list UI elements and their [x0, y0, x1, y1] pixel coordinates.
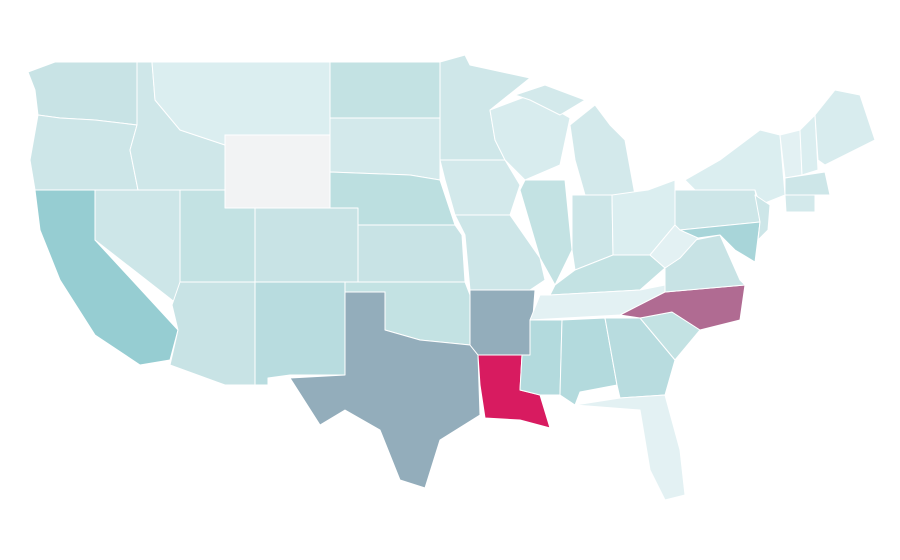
state-region [329, 61, 441, 119]
state-region [754, 194, 771, 241]
state-region [569, 104, 636, 196]
state-region [784, 194, 816, 213]
state-region [784, 171, 831, 196]
state-region [289, 291, 481, 489]
state-region [329, 117, 441, 181]
state-region [469, 289, 536, 356]
state-region [254, 207, 359, 283]
state-region [439, 159, 521, 216]
state-region [29, 114, 139, 191]
state-region [454, 214, 546, 291]
state-region [574, 394, 686, 501]
state-region [357, 224, 466, 283]
state-region [169, 281, 256, 386]
state-region [254, 281, 346, 386]
state-region [679, 221, 761, 263]
state-region [224, 134, 331, 209]
state-region [814, 89, 876, 166]
state-region [514, 84, 586, 116]
state-region [799, 114, 819, 176]
state-region [649, 224, 699, 269]
